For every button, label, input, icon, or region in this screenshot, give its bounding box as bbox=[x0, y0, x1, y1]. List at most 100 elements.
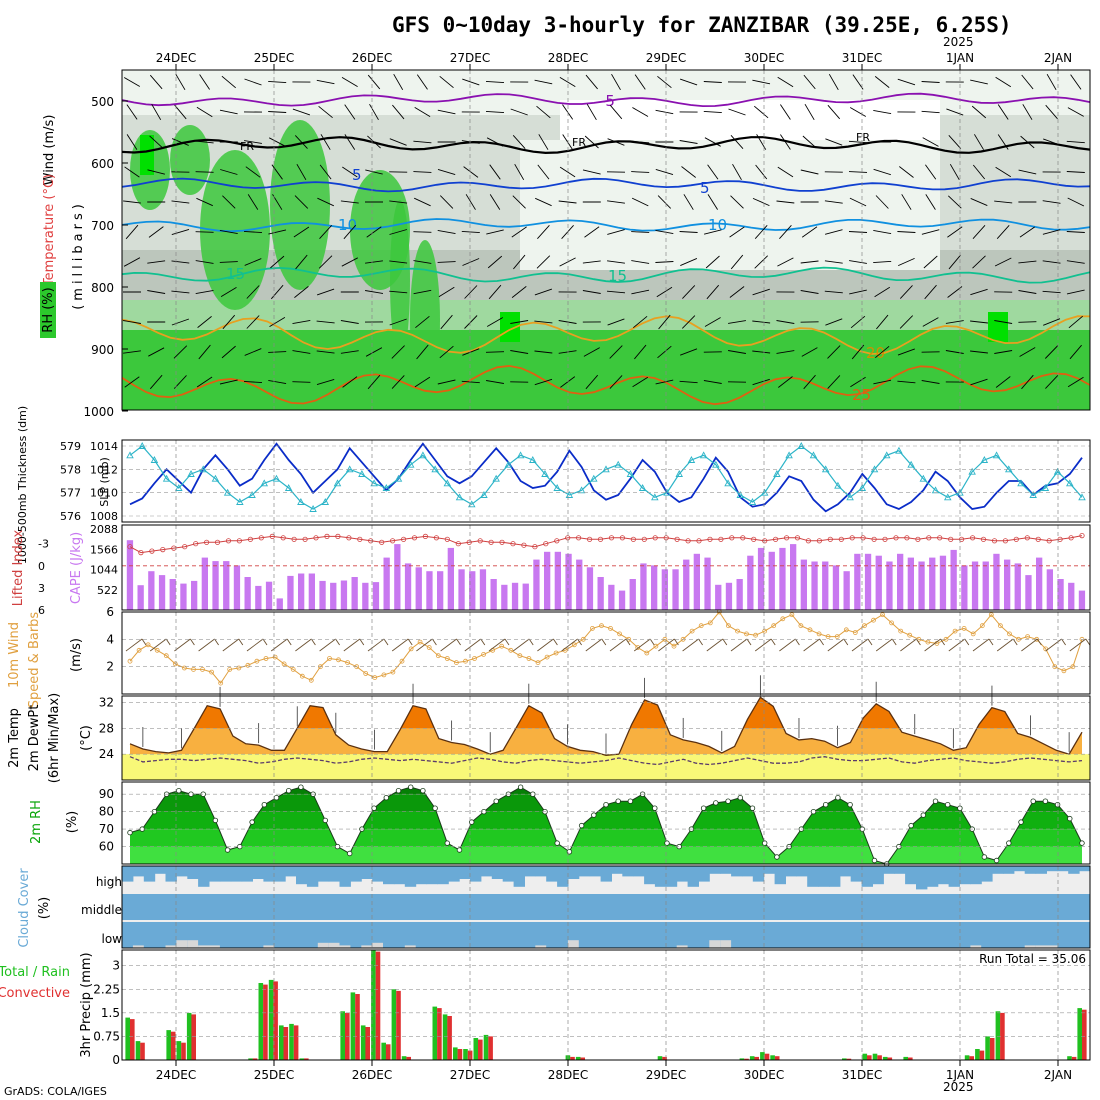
wind-barb bbox=[825, 138, 843, 146]
contour-5 bbox=[121, 177, 1091, 193]
wind10-barb-flag bbox=[1085, 638, 1091, 646]
lifted-index-point bbox=[575, 535, 582, 541]
wind-barb bbox=[535, 197, 552, 207]
thickness-point bbox=[736, 491, 745, 498]
rh2m-point bbox=[871, 857, 878, 864]
time-axis-bottom: 24DEC 25DEC 26DEC 27DEC 28DEC 29DEC 30DEC 31DEC… bbox=[156, 1060, 1072, 1082]
wind-barb bbox=[801, 226, 818, 238]
wind10-barb bbox=[319, 638, 336, 652]
cloud-bar-low-bg bbox=[1024, 922, 1037, 948]
cloud-bar-low-bg bbox=[883, 922, 895, 948]
wind-barb bbox=[462, 258, 480, 266]
cloud-bar-low-bg bbox=[154, 922, 166, 948]
wind-barb bbox=[752, 378, 770, 386]
cloud-bar-low bbox=[165, 945, 177, 948]
cloud-bar-high bbox=[176, 866, 188, 877]
wind-barb bbox=[439, 345, 454, 359]
wind-barb bbox=[244, 348, 262, 356]
wind-barb bbox=[611, 73, 621, 91]
precip-bar-convective bbox=[867, 1055, 872, 1060]
wind-barb bbox=[898, 257, 915, 267]
cloud-bar-high bbox=[622, 866, 634, 877]
time-label-bottom: 2JAN bbox=[1044, 1068, 1072, 1082]
cloud-bar-middle bbox=[241, 894, 253, 920]
wind-barb bbox=[850, 376, 866, 388]
wind-barb bbox=[247, 194, 259, 210]
lifted-index-point bbox=[904, 535, 910, 541]
wind10-point bbox=[608, 626, 613, 631]
wind-barb bbox=[631, 171, 650, 173]
wind10-point bbox=[426, 645, 432, 650]
wind-barb bbox=[609, 375, 623, 389]
cloud-bar-middle bbox=[383, 894, 395, 920]
cloud-bar-middle bbox=[274, 894, 286, 920]
cloud-bar-high bbox=[426, 866, 438, 885]
wind10-point bbox=[771, 623, 777, 629]
dewpoint-line bbox=[129, 756, 1083, 766]
cape-bar bbox=[169, 579, 176, 610]
thickness-point bbox=[809, 451, 818, 459]
lifted-index-point bbox=[554, 538, 560, 544]
wind10-point bbox=[961, 626, 967, 631]
wind-barb bbox=[123, 200, 141, 204]
cloud-bar-low-bg bbox=[633, 922, 645, 948]
lifted-index-point bbox=[805, 538, 812, 544]
thickness-point bbox=[309, 505, 317, 512]
cape-bar bbox=[1025, 575, 1032, 610]
precip-bar-total bbox=[473, 1038, 479, 1060]
cloud-bar-low-bg bbox=[894, 922, 906, 948]
cloud-bar-high bbox=[981, 866, 993, 882]
wind10-point bbox=[453, 660, 459, 665]
wind-barb bbox=[365, 260, 383, 264]
cloud-bar-high bbox=[937, 866, 950, 885]
wind-barb bbox=[996, 224, 1010, 240]
cloud-bar-low-bg bbox=[241, 922, 253, 948]
wind-barb bbox=[296, 163, 307, 181]
wind-barb bbox=[922, 137, 939, 147]
contour-label: -5 bbox=[600, 92, 615, 110]
cloud-bar-low bbox=[176, 940, 188, 948]
wind-barb bbox=[801, 347, 818, 357]
wind-barb bbox=[705, 255, 720, 269]
cloud-bar-high bbox=[829, 866, 841, 887]
rh2m-point bbox=[456, 847, 463, 853]
wind10-barb bbox=[658, 638, 675, 652]
cloud-bar-middle bbox=[698, 894, 710, 920]
wind-barb bbox=[244, 78, 262, 86]
wind10-ylabel-a: 10m Wind bbox=[7, 622, 22, 688]
wind-barb bbox=[897, 78, 916, 86]
cloud-bar-high bbox=[720, 866, 732, 874]
precip-bar-total bbox=[166, 1030, 171, 1060]
wind10-barb bbox=[367, 638, 385, 652]
time-label-bottom: 28DEC bbox=[548, 1068, 588, 1082]
wind10-barb-flag bbox=[214, 638, 219, 646]
cloud-bar-high bbox=[742, 866, 754, 877]
lifted-index-point bbox=[422, 533, 428, 540]
wind-barb bbox=[995, 76, 1012, 88]
wind10-barb-flag bbox=[165, 638, 171, 646]
cape-bar bbox=[554, 551, 561, 610]
rh2m-point bbox=[713, 800, 719, 806]
wind-barb bbox=[340, 200, 359, 204]
cloud-bar-middle bbox=[448, 894, 460, 920]
cape-bar bbox=[565, 553, 572, 611]
dry-region-top bbox=[560, 100, 940, 140]
li-tick-label: -3 bbox=[38, 538, 49, 551]
wind10-point bbox=[272, 654, 278, 660]
cloud-bar-high bbox=[328, 866, 341, 882]
precip-bar-convective bbox=[1000, 1012, 1005, 1060]
moist-core-2 bbox=[988, 312, 1008, 342]
lifted-index-point bbox=[127, 544, 133, 550]
wind10-point bbox=[988, 612, 994, 618]
wind10-barb bbox=[295, 638, 312, 652]
wind-barb bbox=[413, 289, 432, 295]
wind-barb bbox=[679, 231, 698, 233]
precip-bar-total bbox=[453, 1047, 458, 1060]
wind-barb bbox=[268, 229, 287, 235]
wind10-point bbox=[843, 627, 849, 633]
upper-tick-label: 800 bbox=[91, 281, 114, 295]
wind-barb bbox=[340, 320, 359, 324]
wind-barb bbox=[852, 74, 864, 90]
wind-barb bbox=[583, 347, 600, 357]
precip-bar-convective bbox=[570, 1056, 575, 1060]
